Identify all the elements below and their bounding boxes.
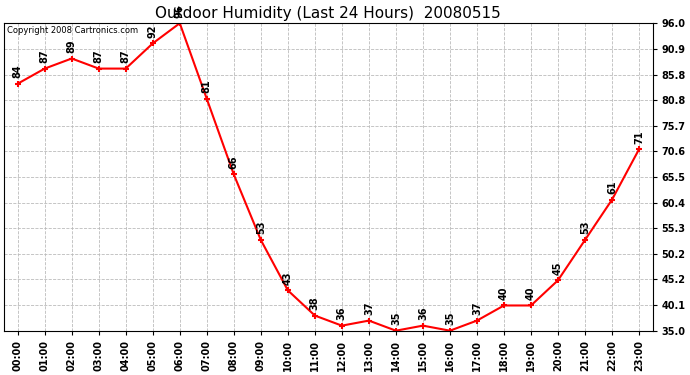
Text: 40: 40	[526, 286, 536, 300]
Text: 40: 40	[499, 286, 509, 300]
Text: 66: 66	[229, 155, 239, 169]
Text: 36: 36	[418, 307, 428, 320]
Text: 35: 35	[391, 312, 401, 325]
Text: 71: 71	[634, 130, 644, 144]
Text: 92: 92	[148, 24, 158, 38]
Text: 45: 45	[553, 261, 563, 275]
Title: Outdoor Humidity (Last 24 Hours)  20080515: Outdoor Humidity (Last 24 Hours) 2008051…	[155, 6, 501, 21]
Text: 37: 37	[472, 302, 482, 315]
Text: 36: 36	[337, 307, 347, 320]
Text: 43: 43	[283, 271, 293, 285]
Text: 89: 89	[67, 39, 77, 53]
Text: 84: 84	[12, 64, 23, 78]
Text: 96: 96	[175, 4, 185, 18]
Text: 61: 61	[607, 181, 617, 194]
Text: 87: 87	[121, 50, 130, 63]
Text: Copyright 2008 Cartronics.com: Copyright 2008 Cartronics.com	[8, 26, 139, 35]
Text: 53: 53	[580, 221, 590, 234]
Text: 87: 87	[94, 50, 104, 63]
Text: 53: 53	[256, 221, 266, 234]
Text: 37: 37	[364, 302, 374, 315]
Text: 38: 38	[310, 296, 320, 310]
Text: 35: 35	[445, 312, 455, 325]
Text: 87: 87	[40, 50, 50, 63]
Text: 81: 81	[201, 80, 212, 93]
